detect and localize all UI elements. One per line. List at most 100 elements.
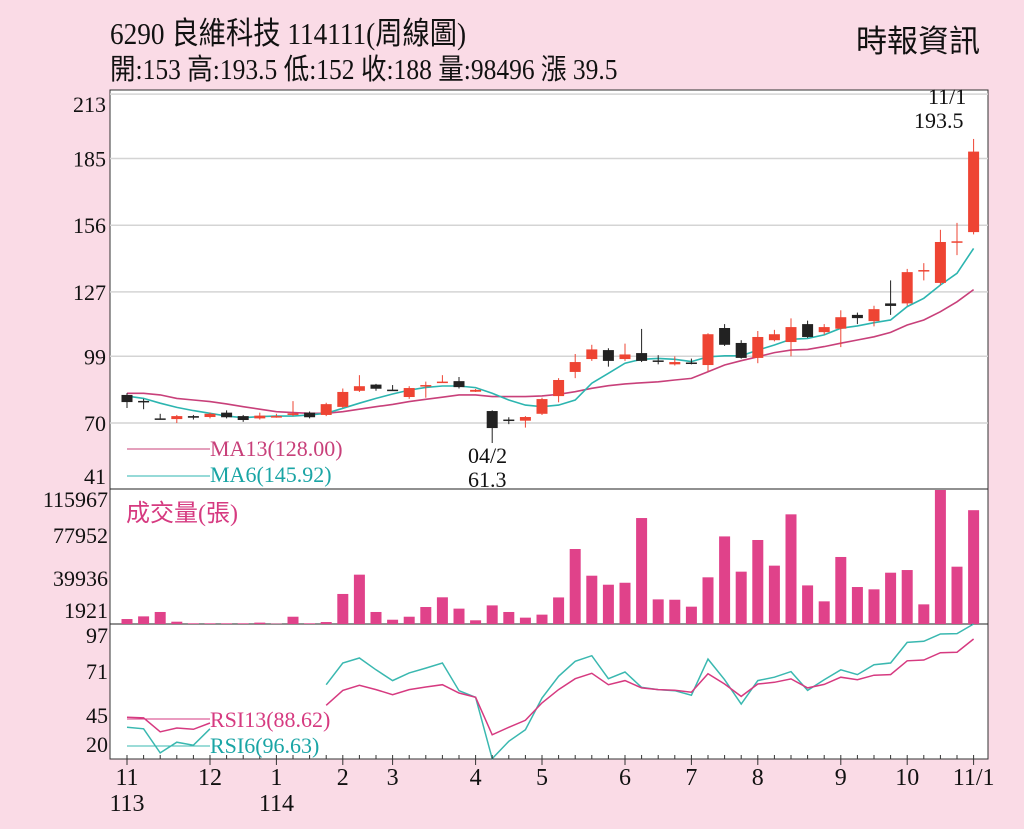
x-tick-label: 11/1 — [953, 765, 995, 791]
legend-ma13: MA13(128.00) — [210, 436, 343, 461]
x-tick-label: 5 — [536, 765, 548, 791]
x-tick-label: 9 — [835, 765, 847, 791]
rsi13-line — [126, 638, 975, 736]
volume-bar — [818, 601, 830, 624]
volume-bar — [835, 556, 847, 624]
volume-bar — [951, 566, 963, 624]
chart-title: 6290 良維科技 114111(周線圖) — [110, 16, 467, 51]
ohlc-summary: 開:153 高:193.5 低:152 收:188 量:98496 漲 39.5 — [110, 54, 618, 86]
volume-bar — [370, 611, 382, 624]
volume-bar — [287, 616, 299, 624]
candle-body — [868, 309, 880, 322]
candle-body — [951, 241, 963, 243]
x-tick-label: 4 — [470, 765, 482, 791]
candle-body — [669, 362, 681, 365]
volume-bar — [636, 518, 648, 624]
candle-body — [436, 381, 448, 384]
candle-body — [619, 354, 631, 360]
candle-body — [752, 336, 764, 358]
volume-title: 成交量(張) — [126, 501, 238, 527]
candle-body — [387, 389, 399, 392]
volume-bar — [685, 606, 697, 624]
candle-body — [154, 418, 166, 420]
candle-body — [802, 324, 814, 337]
candle-body — [685, 362, 697, 365]
candle-body — [768, 334, 780, 341]
price-tick-label: 99 — [84, 344, 106, 369]
candle-body — [652, 360, 664, 362]
candle-body — [735, 342, 747, 358]
x-tick-label: 12 — [198, 765, 222, 791]
price-tick-label: 41 — [84, 464, 106, 489]
volume-bar — [436, 597, 448, 624]
rsi-tick: 45 — [86, 703, 108, 728]
volume-bar — [885, 572, 897, 624]
candle-body — [818, 327, 830, 333]
volume-bar — [652, 599, 664, 624]
x-tick-year-label: 114 — [259, 791, 294, 817]
volume-bar — [768, 565, 780, 624]
legend-ma6: MA6(145.92) — [210, 462, 332, 487]
volume-bar — [254, 622, 266, 624]
volume-bar — [403, 616, 415, 624]
volume-bar — [138, 616, 150, 624]
volume-bar — [702, 577, 714, 624]
ma6-line — [126, 247, 975, 419]
candle-body — [221, 412, 233, 418]
candle-body — [586, 349, 598, 360]
candle-body — [420, 385, 432, 387]
volume-bar — [918, 604, 930, 624]
volume-bar — [934, 490, 946, 624]
x-tick-label: 10 — [895, 765, 919, 791]
candle-body — [353, 386, 365, 391]
volume-tick: 39936 — [53, 566, 108, 591]
volume-bar — [304, 623, 316, 624]
volume-bar — [719, 536, 731, 624]
legend-rsi6: RSI6(96.63) — [210, 733, 320, 758]
volume-bar — [553, 597, 565, 624]
candle-body — [254, 415, 266, 419]
volume-bar — [851, 587, 863, 624]
volume-bar — [337, 593, 349, 624]
candle-body — [569, 362, 581, 372]
volume-bar — [387, 619, 399, 624]
volume-bar — [968, 510, 980, 624]
candle-body — [835, 317, 847, 329]
legend-rsi13: RSI13(88.62) — [210, 707, 331, 732]
candle-body — [121, 394, 133, 403]
annotation-low-value: 61.3 — [468, 467, 507, 492]
x-tick-label: 11 — [115, 765, 138, 791]
x-tick-label: 2 — [337, 765, 349, 791]
volume-tick: 1921 — [64, 598, 108, 623]
volume-bar — [752, 539, 764, 624]
annotation-high-date: 11/1 — [928, 84, 967, 109]
candle-body — [304, 412, 316, 418]
candle-body — [370, 384, 382, 389]
candle-body — [171, 416, 183, 420]
volume-bar — [901, 570, 913, 624]
candle-body — [337, 391, 349, 407]
annotation-low-date: 04/2 — [468, 443, 508, 468]
candle-body — [934, 241, 946, 283]
candle-body — [553, 379, 565, 397]
x-tick-label: 8 — [752, 765, 764, 791]
candle-body — [287, 413, 299, 415]
candle-body — [719, 328, 731, 345]
volume-bar — [519, 617, 531, 624]
x-tick-label: 3 — [387, 765, 399, 791]
volume-bar — [569, 549, 581, 624]
price-tick-label: 156 — [73, 213, 106, 238]
volume-bar — [187, 623, 199, 624]
candle-body — [237, 416, 249, 421]
volume-bar — [470, 620, 482, 624]
candle-body — [403, 388, 415, 398]
candle-body — [270, 416, 282, 418]
annotation-high-value: 193.5 — [914, 108, 964, 133]
volume-bar — [735, 571, 747, 624]
volume-bar — [121, 619, 133, 624]
plot-area — [109, 89, 989, 760]
source-label: 時報資訊 — [856, 24, 980, 59]
x-tick-year-label: 113 — [109, 791, 144, 817]
